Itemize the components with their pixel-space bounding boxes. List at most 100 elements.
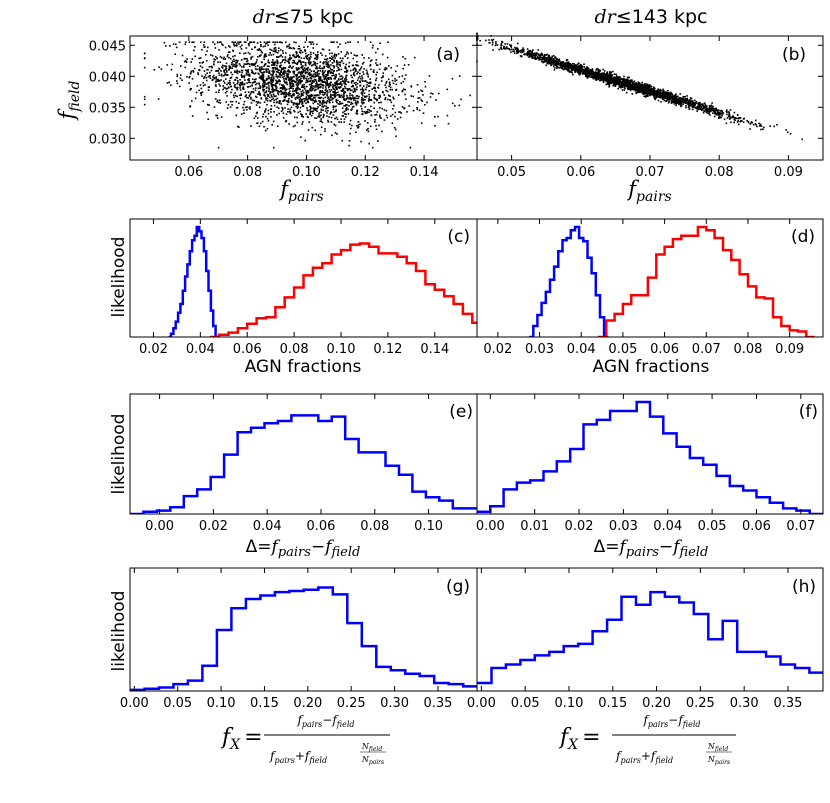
scatter-point — [291, 76, 294, 79]
scatter-point — [670, 96, 673, 99]
scatter-point — [217, 78, 219, 81]
scatter-point — [586, 73, 589, 76]
scatter-point — [327, 74, 329, 77]
scatter-point — [755, 123, 757, 126]
scatter-point — [230, 76, 233, 79]
scatter-point — [638, 87, 640, 89]
scatter-point — [298, 103, 300, 105]
scatter-point — [584, 73, 587, 76]
scatter-point — [583, 66, 585, 68]
scatter-point — [276, 64, 278, 67]
scatter-point — [236, 95, 238, 98]
scatter-point — [326, 94, 328, 97]
scatter-point — [332, 86, 334, 88]
scatter-point — [247, 79, 250, 81]
scatter-point — [679, 93, 681, 95]
scatter-point — [416, 108, 419, 111]
scatter-point — [376, 64, 379, 66]
scatter-point — [344, 99, 346, 101]
scatter-point — [363, 85, 365, 87]
scatter-point — [295, 67, 298, 69]
scatter-point — [336, 41, 338, 43]
scatter-point — [603, 75, 605, 77]
scatter-point — [238, 94, 241, 97]
scatter-point — [677, 101, 680, 103]
scatter-point — [270, 76, 273, 79]
scatter-point — [295, 78, 298, 81]
scatter-point — [248, 79, 250, 82]
scatter-point — [317, 84, 320, 87]
scatter-point — [343, 82, 345, 84]
scatter-point — [357, 77, 360, 79]
scatter-point — [586, 67, 589, 70]
y-tick-label: 0.030 — [89, 132, 126, 147]
scatter-point — [255, 112, 258, 115]
scatter-point — [224, 92, 227, 94]
scatter-point — [728, 115, 731, 117]
scatter-point — [294, 90, 296, 92]
scatter-point — [288, 101, 290, 103]
scatter-point — [623, 80, 626, 83]
scatter-point — [507, 47, 510, 50]
scatter-point — [315, 80, 318, 83]
scatter-point — [375, 74, 377, 76]
scatter-point — [435, 99, 437, 101]
scatter-point — [335, 109, 337, 111]
scatter-point — [345, 83, 347, 86]
scatter-point — [531, 50, 533, 53]
scatter-point — [340, 118, 342, 120]
scatter-point — [585, 72, 587, 74]
scatter-point — [268, 71, 270, 73]
scatter-point — [330, 64, 332, 66]
scatter-point — [287, 58, 290, 61]
scatter-point — [241, 66, 243, 68]
scatter-point — [560, 61, 562, 63]
scatter-point — [282, 67, 285, 69]
scatter-point — [629, 79, 632, 81]
scatter-point — [259, 49, 262, 51]
scatter-point — [282, 109, 284, 111]
scatter-point — [302, 116, 304, 118]
scatter-point — [623, 86, 626, 89]
scatter-point — [339, 102, 342, 105]
scatter-point — [351, 80, 353, 83]
scatter-point — [312, 80, 314, 82]
scatter-point — [664, 96, 666, 98]
scatter-point — [566, 61, 569, 64]
scatter-point — [221, 67, 224, 69]
scatter-point — [351, 102, 354, 105]
scatter-point — [306, 58, 309, 60]
scatter-point — [641, 89, 644, 92]
scatter-point — [385, 86, 387, 89]
scatter-point — [362, 94, 364, 97]
scatter-point — [326, 80, 328, 82]
scatter-point — [284, 81, 287, 83]
scatter-point — [597, 75, 599, 77]
scatter-point — [289, 84, 292, 86]
scatter-point — [733, 117, 736, 119]
scatter-point — [342, 111, 344, 114]
scatter-point — [294, 98, 297, 100]
scatter-point — [702, 105, 705, 108]
scatter-point — [253, 99, 256, 102]
scatter-point — [652, 93, 655, 95]
scatter-point — [244, 79, 246, 81]
scatter-point — [207, 46, 209, 49]
scatter-point — [602, 80, 605, 82]
scatter-point — [552, 65, 555, 68]
scatter-point — [268, 81, 270, 84]
scatter-point — [261, 66, 263, 68]
scatter-point — [264, 42, 267, 45]
scatter-point — [279, 72, 281, 74]
scatter-point — [201, 75, 203, 77]
scatter-point — [678, 97, 681, 99]
scatter-point — [143, 98, 146, 101]
scatter-point — [223, 70, 225, 73]
scatter-point — [262, 75, 265, 77]
scatter-point — [787, 131, 789, 133]
scatter-point — [258, 48, 261, 50]
scatter-point — [713, 111, 716, 113]
scatter-point — [224, 72, 226, 74]
scatter-point — [323, 65, 326, 68]
scatter-point — [362, 89, 365, 91]
